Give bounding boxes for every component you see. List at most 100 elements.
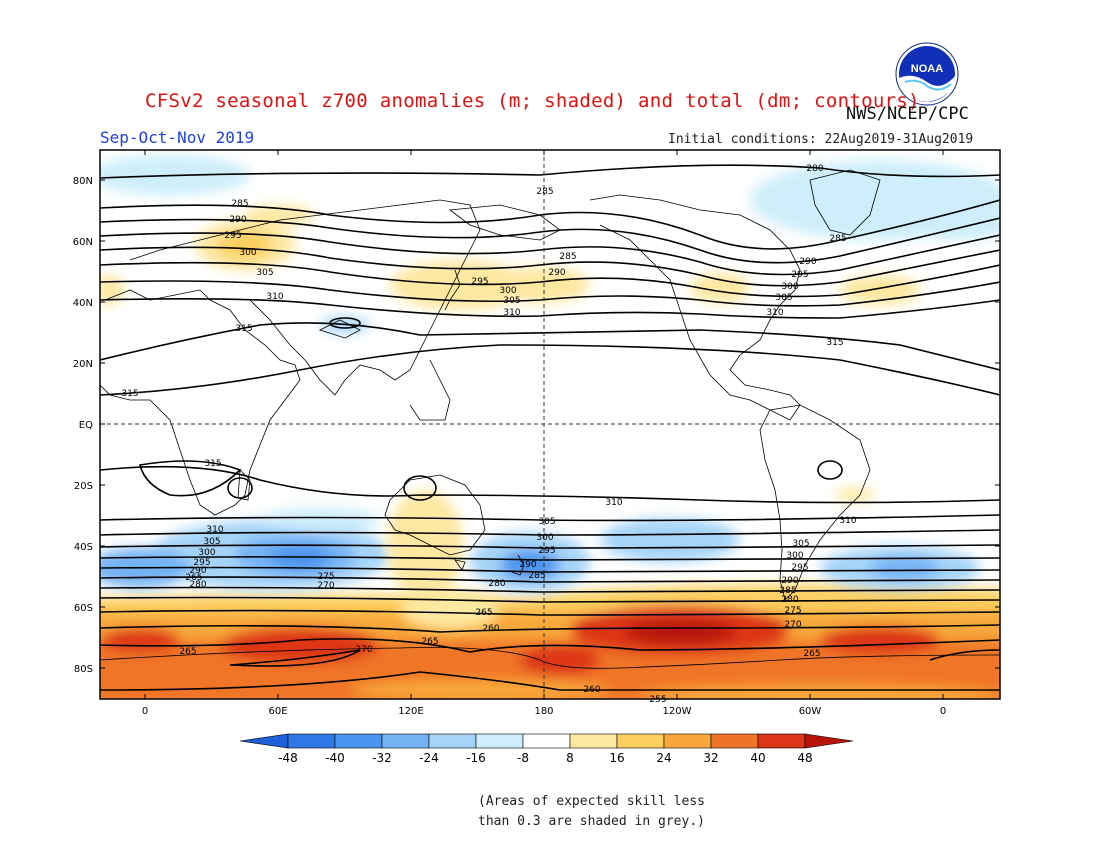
contour-label: 275 [317, 572, 334, 582]
lat-axis-labels: 80N 60N 40N 20N EQ 20S 40S 60S 80S [73, 176, 93, 675]
axis-ticks [100, 150, 1000, 699]
contour-label: 295 [791, 563, 808, 573]
contour-label: 310 [206, 525, 223, 535]
lat-label: 20S [74, 481, 93, 492]
contour-label: 305 [256, 268, 273, 278]
contour-label: 270 [317, 581, 334, 591]
colorbar-swatch [522, 733, 571, 749]
colorbar-swatch [381, 733, 430, 749]
agency-label: NWS/NCEP/CPC [846, 104, 969, 124]
contour-label: 315 [204, 459, 221, 469]
contour-label: 300 [198, 548, 215, 558]
contour-label: 285 [829, 234, 846, 244]
initial-conditions-label: Initial conditions: 22Aug2019-31Aug2019 [668, 132, 974, 147]
contour-label: 300 [239, 248, 256, 258]
contour-label: 290 [519, 560, 536, 570]
lon-label: 180 [534, 706, 553, 717]
colorbar-tick-label: 16 [609, 751, 624, 765]
colorbar-tick-label: -40 [325, 751, 345, 765]
lat-label: 60S [74, 603, 93, 614]
contour-label: 300 [499, 286, 516, 296]
lon-label: 0 [142, 706, 148, 717]
contour-label: 310 [266, 292, 283, 302]
contour-label: 285 [536, 187, 553, 197]
colorbar-tick-label: -48 [278, 751, 298, 765]
contour-label: 270 [355, 645, 372, 655]
contour-label: 260 [482, 624, 499, 634]
contour-label: 275 [784, 606, 801, 616]
lat-label: 20N [73, 359, 93, 370]
colorbar-swatch [287, 733, 336, 749]
colorbar-tick-label: -32 [372, 751, 392, 765]
colorbar-tick-label: -24 [419, 751, 439, 765]
contour-label: 300 [781, 282, 798, 292]
contour-label: 265 [421, 637, 438, 647]
contour-label: 280 [806, 164, 823, 174]
colorbar-arrow-low [239, 733, 289, 749]
season-label: Sep-Oct-Nov 2019 [100, 128, 255, 147]
contour-label: 280 [781, 595, 798, 605]
colorbar [239, 733, 854, 749]
contour-label: 295 [224, 231, 241, 241]
lon-label: 60W [799, 706, 822, 717]
colorbar-arrow-high [804, 733, 854, 749]
contour-label: 290 [229, 215, 246, 225]
skill-note-line: than 0.3 are shaded in grey.) [478, 814, 705, 829]
skill-note-line: (Areas of expected skill less [478, 794, 705, 809]
colorbar-swatch [616, 733, 665, 749]
lat-label: EQ [79, 420, 93, 431]
contour-label: 305 [792, 539, 809, 549]
contour-label: 260 [583, 685, 600, 695]
contour-label: 295 [538, 546, 555, 556]
lon-label: 120E [398, 706, 423, 717]
lat-label: 80S [74, 664, 93, 675]
contour-label: 285 [779, 586, 796, 596]
contour-label: 270 [784, 620, 801, 630]
contour-label: 305 [203, 537, 220, 547]
coastlines [100, 169, 1000, 669]
contour-label: 280 [189, 580, 206, 590]
contour-label: 255 [649, 695, 666, 705]
contour-label: 265 [179, 647, 196, 657]
contour-label: 280 [488, 579, 505, 589]
contour-label: 305 [538, 517, 555, 527]
contour-label: 300 [786, 551, 803, 561]
colorbar-swatch [710, 733, 759, 749]
lat-label: 60N [73, 237, 93, 248]
contour-label: 290 [781, 576, 798, 586]
colorbar-tick-labels: -48 -40 -32 -24 -16 -8 8 16 24 32 40 48 [278, 751, 812, 765]
contour-label: 300 [536, 533, 553, 543]
contour-label: 315 [826, 338, 843, 348]
colorbar-tick-label: 8 [566, 751, 574, 765]
contour-label: 310 [503, 308, 520, 318]
noaa-logo: NOAA [895, 42, 959, 106]
contour-label: 265 [475, 608, 492, 618]
lon-label: 120W [663, 706, 692, 717]
colorbar-tick-label: 40 [750, 751, 765, 765]
logo-text: NOAA [911, 63, 943, 75]
lon-label: 0 [940, 706, 946, 717]
contour-label: 315 [121, 389, 138, 399]
colorbar-swatch [334, 733, 383, 749]
contour-label: 305 [503, 296, 520, 306]
colorbar-tick-label: 32 [703, 751, 718, 765]
contour-label: 310 [766, 308, 783, 318]
height-contours [100, 164, 1000, 691]
contour-label: 295 [193, 558, 210, 568]
colorbar-tick-label: -16 [466, 751, 486, 765]
contour-labels: 280 285 290 295 300 305 310 315 285 285 … [121, 164, 856, 705]
lon-label: 60E [268, 706, 287, 717]
colorbar-swatch [663, 733, 712, 749]
lat-label: 40N [73, 298, 93, 309]
lat-label: 80N [73, 176, 93, 187]
contour-label: 315 [235, 324, 252, 334]
colorbar-tick-label: -8 [517, 751, 529, 765]
contour-label: 305 [775, 293, 792, 303]
contour-label: 285 [528, 571, 545, 581]
colorbar-tick-label: 48 [797, 751, 812, 765]
chart-title: CFSv2 seasonal z700 anomalies (m; shaded… [145, 90, 920, 112]
contour-label: 285 [231, 199, 248, 209]
skill-note: (Areas of expected skill less than 0.3 a… [478, 792, 705, 832]
contour-label: 265 [185, 573, 202, 583]
